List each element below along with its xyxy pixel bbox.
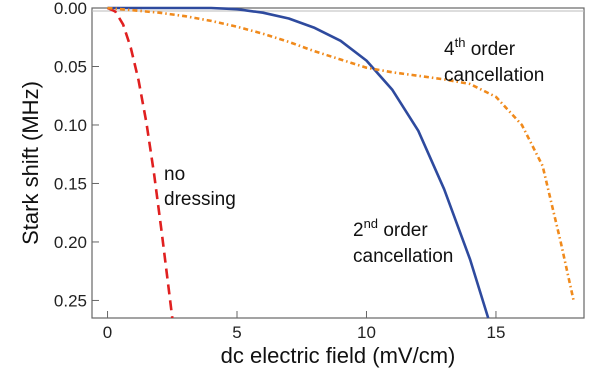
x-axis-title: dc electric field (mV/cm)	[221, 343, 456, 368]
x-axis-ticks: 0 5 10 15	[103, 311, 505, 342]
annotation-4th-order-line2: cancellation	[444, 65, 544, 86]
annotation-2nd-order-line2: cancellation	[353, 246, 453, 267]
annotation-2nd-order: 2nd order cancellation	[353, 216, 453, 267]
no-dressing-curve	[106, 6, 174, 319]
annotation-4th-order-rest: order	[465, 39, 515, 60]
y-axis-title: Stark shift (MHz)	[18, 81, 43, 245]
y-tick-label: 0.00	[54, 0, 87, 18]
annotation-4th-order-base: 4	[444, 39, 455, 60]
second-order-cancellation-curve	[107, 6, 490, 319]
annotation-no-dressing: no dressing	[164, 164, 236, 210]
annotation-2nd-order-line1: 2nd order	[353, 216, 428, 241]
x-tick-label: 15	[486, 323, 505, 342]
annotation-4th-order: 4th order cancellation	[444, 35, 544, 86]
annotation-no-dressing-line1: no	[164, 164, 185, 185]
y-tick-label: 0.05	[54, 57, 87, 76]
annotation-2nd-order-rest: order	[378, 220, 428, 241]
y-tick-label: 0.25	[54, 291, 87, 310]
annotation-2nd-order-base: 2	[353, 220, 364, 241]
annotation-2nd-order-sup: nd	[364, 216, 378, 231]
annotation-4th-order-line1: 4th order	[444, 35, 516, 60]
fourth-order-cancellation-curve	[107, 6, 575, 301]
x-tick-label: 0	[103, 323, 112, 342]
y-tick-label: 0.10	[54, 116, 87, 135]
y-tick-label: 0.15	[54, 174, 87, 193]
series-layer	[106, 6, 575, 319]
y-tick-label: 0.20	[54, 233, 87, 252]
y-axis-ticks: 0.00 0.05 0.10 0.15 0.20 0.25	[54, 0, 99, 310]
x-tick-label: 10	[357, 323, 376, 342]
plot-frame	[91, 7, 585, 319]
x-tick-label: 5	[232, 323, 241, 342]
annotation-no-dressing-line2: dressing	[164, 189, 236, 210]
annotation-4th-order-sup: th	[455, 35, 466, 50]
